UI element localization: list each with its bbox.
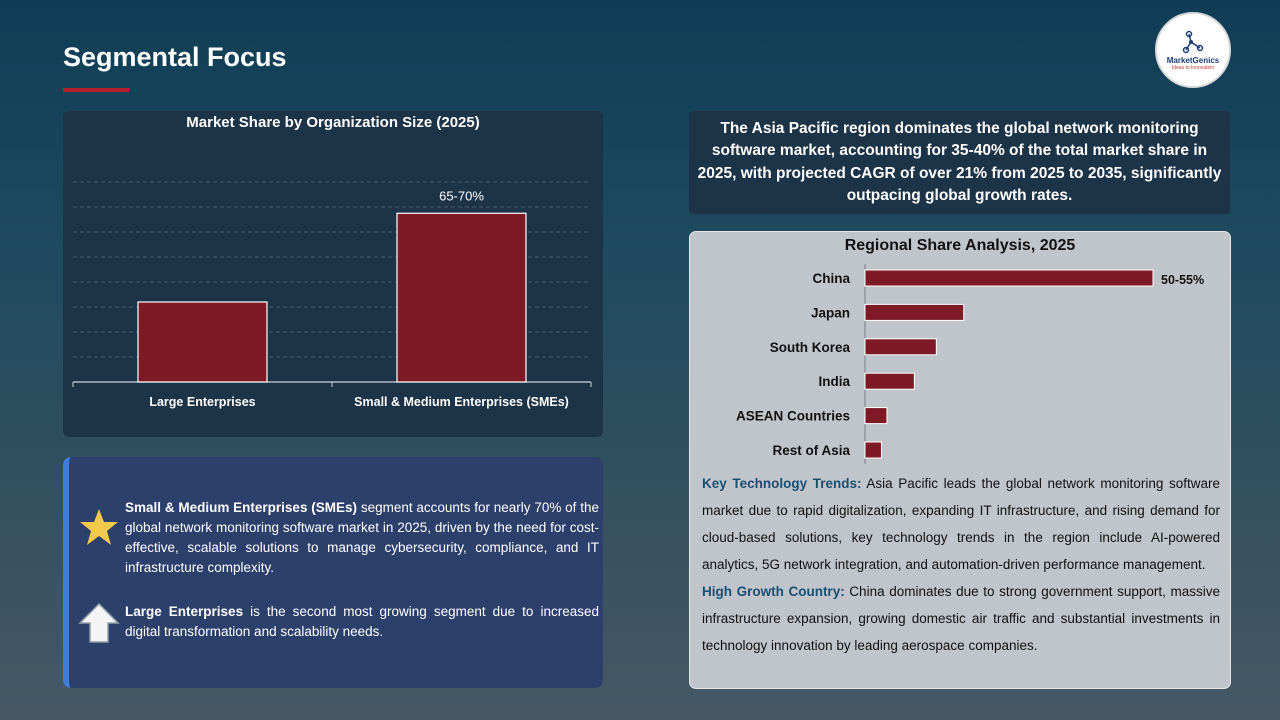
y-tick-label-south-korea: South Korea xyxy=(770,340,851,355)
logo-tagline: Ideas to Innovation xyxy=(1171,64,1215,71)
regional-chart-title: Regional Share Analysis, 2025 xyxy=(844,237,1076,254)
regional-bar-chart: China 50-55% Japan South Korea India ASEAN Co… xyxy=(736,264,1204,464)
bar-small-medium-enterprises-smes xyxy=(396,212,527,383)
logo-name: MarketGenics xyxy=(1166,55,1220,65)
bar-india xyxy=(864,372,915,390)
y-tick-label-japan: Japan xyxy=(811,305,850,320)
y-tick-label-asean-countries: ASEAN Countries xyxy=(736,409,850,424)
sme-info-body: segment accounts for nearly 70% of the g… xyxy=(125,500,599,575)
growth-country-label: High Growth Country: xyxy=(702,584,845,599)
sme-info-text: Small & Medium Enterprises (SMEs) segmen… xyxy=(125,498,599,578)
bar-japan xyxy=(864,303,965,321)
bar-rest-of-asia xyxy=(864,441,882,459)
trends-text-block: Key Technology Trends: Asia Pacific lead… xyxy=(702,470,1220,659)
y-tick-label-china: China xyxy=(812,271,850,286)
large-info-row: Large Enterprises is the second most gro… xyxy=(73,602,599,644)
growth-country-paragraph: High Growth Country: China dominates due… xyxy=(702,578,1220,659)
data-label-small-medium-enterprises-smes: 65-70% xyxy=(439,188,484,203)
key-trends-label: Key Technology Trends: xyxy=(702,476,862,491)
sme-info-row: Small & Medium Enterprises (SMEs) segmen… xyxy=(73,498,599,578)
growth-country-body: China dominates due to strong government… xyxy=(702,584,1221,653)
regional-share-panel: Regional Share Analysis, 2025 China 50-55… xyxy=(689,231,1231,689)
key-trends-paragraph: Key Technology Trends: Asia Pacific lead… xyxy=(702,470,1220,578)
large-info-bold: Large Enterprises xyxy=(125,604,244,619)
y-tick-label-india: India xyxy=(818,374,850,389)
key-trends-body: Asia Pacific leads the global network mo… xyxy=(702,476,1220,572)
bar-large-enterprises xyxy=(137,301,268,383)
y-tick-label-rest-of-asia: Rest of Asia xyxy=(772,443,850,458)
star-icon xyxy=(73,498,125,547)
company-logo: MarketGenics Ideas to Innovation xyxy=(1155,12,1231,88)
bar-south-korea xyxy=(864,338,937,356)
title-underline xyxy=(63,88,129,92)
bar-asean-countries xyxy=(864,407,888,425)
segment-info-panel: Small & Medium Enterprises (SMEs) segmen… xyxy=(63,457,603,688)
large-info-text: Large Enterprises is the second most gro… xyxy=(125,602,599,642)
up-arrow-icon xyxy=(73,602,125,644)
page-title: Segmental Focus xyxy=(63,42,287,72)
large-info-body: is the second most growing segment due t… xyxy=(125,604,599,639)
asia-pacific-callout: The Asia Pacific region dominates the gl… xyxy=(689,111,1230,214)
org-size-chart-panel: Market Share by Organization Size (2025)… xyxy=(63,111,603,437)
org-chart-title: Market Share by Organization Size (2025) xyxy=(186,114,480,131)
org-size-bar-chart: Large Enterprises Small & Medium Enterpri… xyxy=(72,181,592,409)
x-tick-label-small-medium-enterprises-smes: Small & Medium Enterprises (SMEs) xyxy=(354,395,569,409)
data-label-china: 50-55% xyxy=(1161,273,1204,287)
x-tick-label-large-enterprises: Large Enterprises xyxy=(149,395,255,409)
bar-china xyxy=(864,269,1154,287)
network-logo-icon xyxy=(1182,30,1204,53)
sme-info-bold: Small & Medium Enterprises (SMEs) xyxy=(125,500,358,515)
